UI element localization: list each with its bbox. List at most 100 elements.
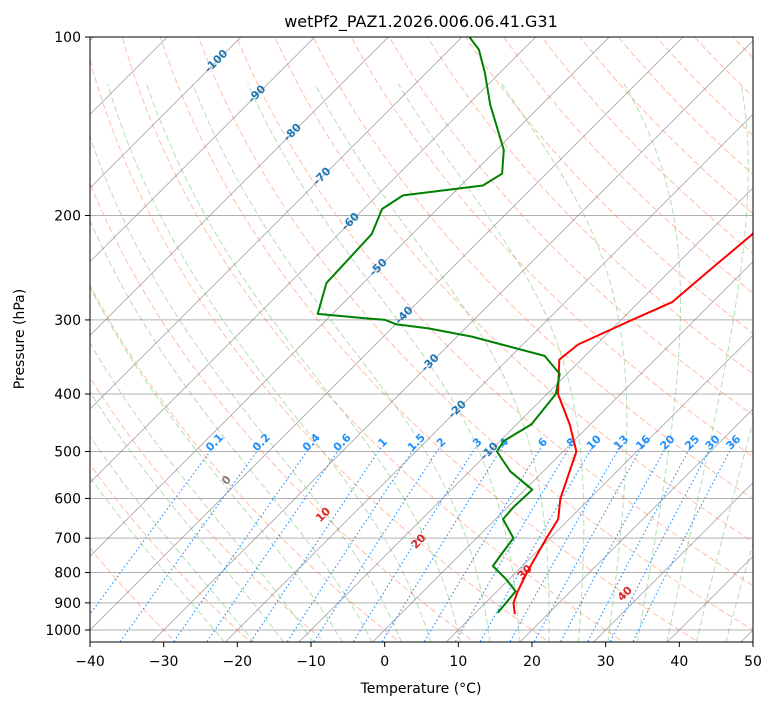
x-tick-label: 10 — [449, 654, 467, 670]
dry-adiabat-line — [90, 463, 252, 642]
dry-adiabat-line — [90, 547, 177, 642]
mixing-ratio-label: 1.5 — [405, 431, 428, 454]
isotherm-line — [445, 334, 753, 642]
mixing-ratio-line — [509, 446, 621, 642]
mixing-ratio-line — [381, 446, 504, 642]
dewpoint-profile-line — [316, 37, 561, 614]
dry-adiabat-line — [236, 37, 753, 587]
x-tick-label: −10 — [296, 654, 326, 670]
dry-adiabats — [90, 24, 775, 645]
dry-adiabat-line — [693, 37, 753, 98]
isotherm-line — [224, 113, 753, 642]
isotherm-line — [90, 37, 463, 410]
moist-adiabat-line — [90, 341, 314, 642]
isotherm-label: -30 — [418, 351, 441, 374]
dry-adiabat-line — [732, 37, 753, 59]
y-tick-label: 600 — [54, 491, 81, 507]
dry-adiabat-line — [90, 376, 326, 642]
mixing-ratio-line — [313, 445, 441, 642]
x-tick-label: −30 — [149, 654, 179, 670]
dry-adiabat-line — [312, 37, 753, 500]
mixing-ratio-label: 0.4 — [300, 431, 323, 454]
x-tick-label: 50 — [744, 654, 762, 670]
isotherm-label: -90 — [245, 82, 268, 105]
mixing-ratio-line — [423, 446, 543, 642]
moist-adiabat-line — [90, 135, 402, 642]
isotherm-line — [298, 187, 753, 642]
moist-adiabat-line — [623, 83, 681, 642]
sounding-series — [316, 37, 753, 615]
y-tick-label: 100 — [54, 30, 81, 46]
x-tick-label: 30 — [597, 654, 615, 670]
mixing-ratio-line — [479, 446, 594, 642]
mixing-ratio-label: 20 — [658, 432, 678, 452]
isotherm-line — [90, 37, 389, 336]
mixing-ratio-label: 25 — [682, 433, 702, 453]
mixing-ratio-label: 30 — [703, 432, 723, 452]
dry-adiabat-line — [197, 37, 753, 631]
mixing-ratio-line — [286, 445, 416, 642]
mixing-ratio-line — [172, 445, 312, 642]
mixing-ratio-line — [586, 446, 692, 642]
mixing-ratio-line — [352, 445, 477, 642]
moist-adiabat-line — [247, 83, 520, 642]
y-tick-label: 200 — [54, 209, 81, 225]
isotherm-label: -80 — [281, 120, 304, 143]
mixing-ratio-label: 16 — [633, 432, 653, 452]
isotherm-label: -70 — [310, 164, 333, 187]
mixing-ratio-line — [206, 445, 342, 642]
dry-adiabat-line — [121, 37, 625, 642]
temperature-profile-line — [512, 231, 753, 615]
x-tick-label: 0 — [380, 654, 389, 670]
x-tick-label: −20 — [223, 654, 253, 670]
x-tick-label: −40 — [75, 654, 105, 670]
x-axis-label: Temperature (°C) — [360, 681, 482, 697]
moist-adiabat-line — [695, 419, 753, 642]
mixing-ratio-line — [609, 446, 712, 642]
dry-adiabat-line — [90, 181, 476, 642]
isotherm-line — [593, 482, 753, 642]
isotherm-line — [666, 555, 753, 642]
x-tick-label: 20 — [523, 654, 541, 670]
dry-adiabat-line — [541, 37, 753, 254]
isotherm-line — [90, 37, 242, 189]
pressure-gridlines — [90, 37, 753, 631]
y-tick-label: 500 — [54, 444, 81, 460]
mixing-ratio-label: 6 — [535, 435, 550, 450]
moist-adiabat-line — [192, 83, 491, 642]
isotherm-line — [519, 408, 753, 642]
y-axis-label: Pressure (hPa) — [12, 289, 28, 389]
dry-adiabat-line — [465, 37, 753, 334]
mixing-ratio-lines — [90, 445, 733, 642]
dry-adiabat-label: 20 — [409, 531, 429, 551]
mixing-ratio-label: 10 — [584, 432, 604, 452]
dry-adiabat-label: 40 — [615, 584, 635, 604]
mixing-ratio-label: 2 — [434, 435, 449, 450]
dry-adiabat-line — [350, 37, 753, 458]
isotherm-label: -100 — [202, 47, 231, 76]
mixing-ratio-label: 13 — [611, 433, 631, 453]
dry-adiabat-line — [159, 37, 700, 642]
moist-adiabat-line — [666, 83, 749, 642]
dry-adiabat-line — [274, 37, 753, 543]
chart-title: wetPf2_PAZ1.2026.006.06.41.G31 — [284, 12, 558, 32]
dry-adiabat-line — [758, 24, 775, 645]
y-axis-ticks: 1000 900 800 700 600 500 400 300 200 100 — [45, 30, 90, 639]
y-tick-label: 800 — [54, 566, 81, 582]
moist-adiabat-line — [90, 285, 343, 642]
dry-adiabat-line — [90, 58, 550, 642]
moist-adiabats — [90, 83, 753, 642]
dry-adiabat-line — [90, 284, 401, 642]
y-tick-label: 700 — [54, 531, 81, 547]
isotherm-line — [90, 37, 537, 484]
moist-adiabat-line — [501, 83, 628, 642]
isotherm-line — [740, 629, 753, 642]
y-tick-label: 400 — [54, 387, 81, 403]
mixing-ratio-label: 0.6 — [331, 431, 354, 454]
mixing-ratio-line — [249, 445, 383, 642]
moist-adiabat-line — [90, 391, 284, 642]
x-tick-label: 40 — [670, 654, 688, 670]
mixing-ratio-line — [454, 446, 571, 642]
x-axis-ticks: −40 −30 −20 −10 0 10 20 30 40 50 — [75, 642, 762, 670]
y-tick-label: 900 — [54, 596, 81, 612]
